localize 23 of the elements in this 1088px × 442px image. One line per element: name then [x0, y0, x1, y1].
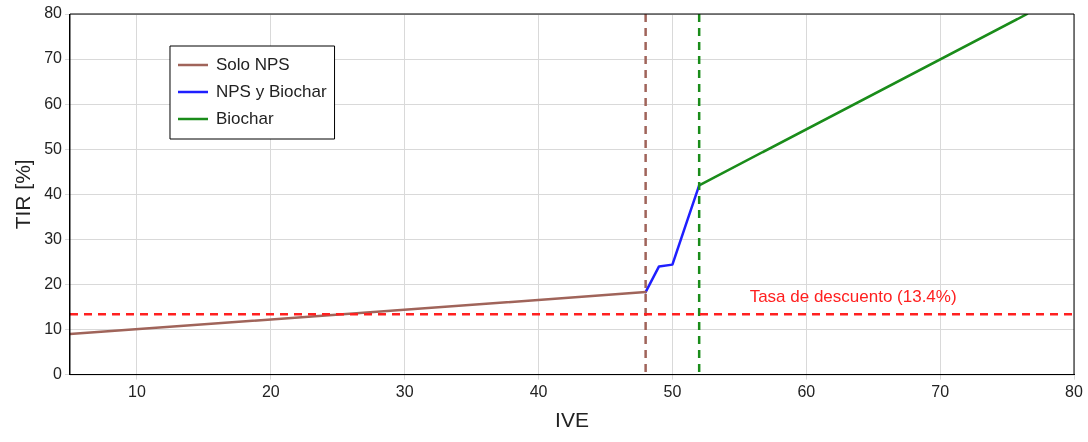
y-tick-label: 60 — [44, 94, 63, 112]
y-tick-label: 10 — [44, 319, 63, 337]
legend-label: Biochar — [216, 108, 274, 128]
x-tick-label: 10 — [128, 382, 146, 400]
x-tick-label: 40 — [529, 382, 548, 400]
y-tick-label: 80 — [44, 4, 63, 22]
x-tick-label: 60 — [797, 382, 816, 400]
x-tick-label: 30 — [395, 382, 414, 400]
y-tick-label: 20 — [44, 274, 63, 292]
x-tick-label: 70 — [931, 382, 950, 400]
y-axis-title: TIR [%] — [11, 159, 35, 230]
x-tick-label: 20 — [261, 382, 280, 400]
y-tick-label: 30 — [44, 229, 63, 247]
x-tick-label: 80 — [1065, 382, 1083, 400]
legend-label: NPS y Biochar — [216, 81, 327, 101]
ref-line-label: Tasa de descuento (13.4%) — [749, 287, 957, 307]
x-axis-title: IVE — [555, 408, 589, 432]
x-tick-label: 50 — [663, 382, 682, 400]
legend-label: Solo NPS — [216, 54, 290, 74]
y-tick-label: 40 — [44, 184, 63, 202]
y-tick-label: 70 — [44, 49, 63, 67]
y-tick-label: 50 — [44, 139, 63, 157]
y-tick-label: 0 — [53, 365, 63, 383]
